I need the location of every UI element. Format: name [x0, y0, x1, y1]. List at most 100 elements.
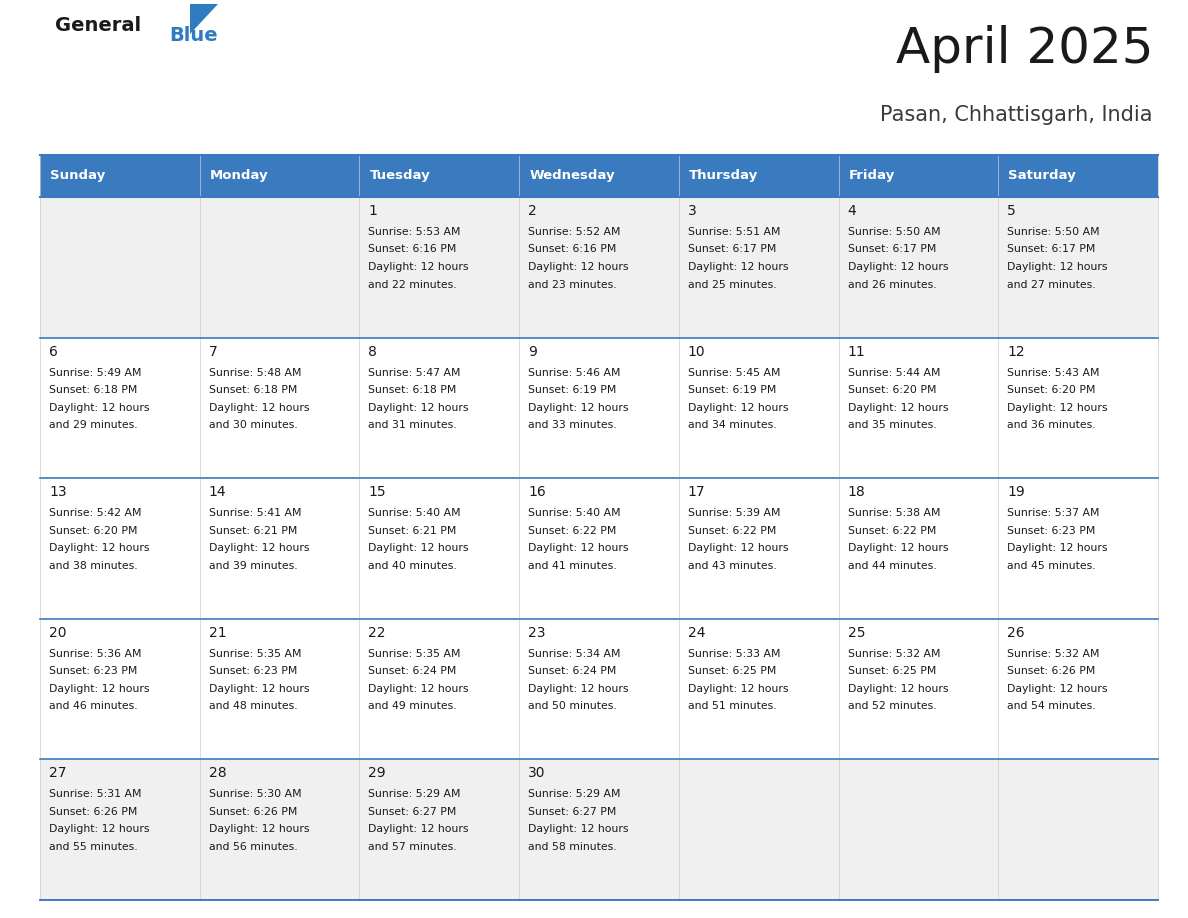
Text: Sunday: Sunday: [50, 170, 106, 183]
Bar: [678, 759, 839, 900]
Text: and 52 minutes.: and 52 minutes.: [847, 701, 936, 711]
Bar: [839, 197, 998, 338]
Text: Sunset: 6:24 PM: Sunset: 6:24 PM: [529, 666, 617, 677]
Text: Daylight: 12 hours: Daylight: 12 hours: [209, 684, 309, 694]
Bar: [998, 478, 1158, 619]
Text: 19: 19: [1007, 486, 1025, 499]
Text: Sunset: 6:18 PM: Sunset: 6:18 PM: [368, 385, 457, 395]
Text: 15: 15: [368, 486, 386, 499]
Text: Daylight: 12 hours: Daylight: 12 hours: [529, 543, 628, 554]
Text: and 23 minutes.: and 23 minutes.: [529, 279, 617, 289]
Text: April 2025: April 2025: [896, 25, 1154, 73]
Text: Daylight: 12 hours: Daylight: 12 hours: [1007, 684, 1107, 694]
Text: Sunrise: 5:30 AM: Sunrise: 5:30 AM: [209, 789, 302, 800]
Text: Daylight: 12 hours: Daylight: 12 hours: [688, 684, 789, 694]
Bar: [360, 478, 519, 619]
Bar: [839, 338, 998, 478]
Bar: [360, 619, 519, 759]
Text: Friday: Friday: [848, 170, 895, 183]
Text: Sunrise: 5:52 AM: Sunrise: 5:52 AM: [529, 227, 620, 237]
Text: Daylight: 12 hours: Daylight: 12 hours: [368, 403, 469, 412]
Text: Sunrise: 5:35 AM: Sunrise: 5:35 AM: [209, 649, 302, 659]
Text: and 40 minutes.: and 40 minutes.: [368, 561, 457, 571]
Text: Daylight: 12 hours: Daylight: 12 hours: [49, 403, 150, 412]
Text: Sunrise: 5:41 AM: Sunrise: 5:41 AM: [209, 509, 302, 518]
Text: Sunrise: 5:49 AM: Sunrise: 5:49 AM: [49, 367, 141, 377]
Text: General: General: [55, 16, 141, 35]
Text: Sunset: 6:26 PM: Sunset: 6:26 PM: [49, 807, 138, 817]
Text: Sunset: 6:27 PM: Sunset: 6:27 PM: [368, 807, 457, 817]
Text: Sunset: 6:22 PM: Sunset: 6:22 PM: [529, 526, 617, 536]
Text: 14: 14: [209, 486, 227, 499]
Text: and 45 minutes.: and 45 minutes.: [1007, 561, 1095, 571]
Bar: [678, 155, 839, 197]
Text: 22: 22: [368, 626, 386, 640]
Text: 20: 20: [49, 626, 67, 640]
Text: Daylight: 12 hours: Daylight: 12 hours: [688, 543, 789, 554]
Text: 27: 27: [49, 767, 67, 780]
Text: 1: 1: [368, 204, 378, 218]
Text: 29: 29: [368, 767, 386, 780]
Bar: [998, 619, 1158, 759]
Text: Sunset: 6:27 PM: Sunset: 6:27 PM: [529, 807, 617, 817]
Text: Daylight: 12 hours: Daylight: 12 hours: [847, 403, 948, 412]
Text: 8: 8: [368, 344, 378, 359]
Text: and 39 minutes.: and 39 minutes.: [209, 561, 297, 571]
Text: Sunset: 6:19 PM: Sunset: 6:19 PM: [688, 385, 776, 395]
Text: Daylight: 12 hours: Daylight: 12 hours: [1007, 262, 1107, 272]
Text: Sunrise: 5:36 AM: Sunrise: 5:36 AM: [49, 649, 141, 659]
Bar: [839, 619, 998, 759]
Text: 25: 25: [847, 626, 865, 640]
Text: Daylight: 12 hours: Daylight: 12 hours: [529, 403, 628, 412]
Text: Daylight: 12 hours: Daylight: 12 hours: [847, 262, 948, 272]
Text: Thursday: Thursday: [689, 170, 758, 183]
Text: Daylight: 12 hours: Daylight: 12 hours: [49, 824, 150, 834]
Text: Daylight: 12 hours: Daylight: 12 hours: [368, 824, 469, 834]
Text: Daylight: 12 hours: Daylight: 12 hours: [49, 543, 150, 554]
Text: and 46 minutes.: and 46 minutes.: [49, 701, 138, 711]
Bar: [998, 759, 1158, 900]
Text: Sunrise: 5:51 AM: Sunrise: 5:51 AM: [688, 227, 781, 237]
Bar: [678, 619, 839, 759]
Text: Sunrise: 5:42 AM: Sunrise: 5:42 AM: [49, 509, 141, 518]
Text: Daylight: 12 hours: Daylight: 12 hours: [529, 824, 628, 834]
Bar: [998, 197, 1158, 338]
Text: Sunrise: 5:40 AM: Sunrise: 5:40 AM: [368, 509, 461, 518]
Text: Sunrise: 5:33 AM: Sunrise: 5:33 AM: [688, 649, 781, 659]
Text: Sunset: 6:22 PM: Sunset: 6:22 PM: [847, 526, 936, 536]
Bar: [200, 197, 360, 338]
Text: 23: 23: [529, 626, 545, 640]
Text: 30: 30: [529, 767, 545, 780]
Text: and 48 minutes.: and 48 minutes.: [209, 701, 297, 711]
Bar: [200, 155, 360, 197]
Text: Sunrise: 5:29 AM: Sunrise: 5:29 AM: [368, 789, 461, 800]
Text: 3: 3: [688, 204, 696, 218]
Text: Wednesday: Wednesday: [529, 170, 614, 183]
Text: Sunset: 6:18 PM: Sunset: 6:18 PM: [209, 385, 297, 395]
Text: 13: 13: [49, 486, 67, 499]
Text: Sunrise: 5:53 AM: Sunrise: 5:53 AM: [368, 227, 461, 237]
Text: Sunrise: 5:43 AM: Sunrise: 5:43 AM: [1007, 367, 1100, 377]
Text: Sunset: 6:20 PM: Sunset: 6:20 PM: [1007, 385, 1095, 395]
Text: and 22 minutes.: and 22 minutes.: [368, 279, 457, 289]
Text: Daylight: 12 hours: Daylight: 12 hours: [368, 543, 469, 554]
Text: Sunset: 6:23 PM: Sunset: 6:23 PM: [1007, 526, 1095, 536]
Text: 12: 12: [1007, 344, 1025, 359]
Text: Sunrise: 5:44 AM: Sunrise: 5:44 AM: [847, 367, 940, 377]
Bar: [360, 155, 519, 197]
Text: Sunset: 6:19 PM: Sunset: 6:19 PM: [529, 385, 617, 395]
Bar: [519, 338, 678, 478]
Polygon shape: [190, 4, 219, 34]
Bar: [998, 155, 1158, 197]
Text: and 31 minutes.: and 31 minutes.: [368, 420, 457, 431]
Bar: [40, 338, 200, 478]
Text: and 58 minutes.: and 58 minutes.: [529, 842, 617, 852]
Text: Sunrise: 5:47 AM: Sunrise: 5:47 AM: [368, 367, 461, 377]
Text: and 41 minutes.: and 41 minutes.: [529, 561, 617, 571]
Text: 11: 11: [847, 344, 865, 359]
Text: Sunrise: 5:39 AM: Sunrise: 5:39 AM: [688, 509, 781, 518]
Bar: [839, 155, 998, 197]
Text: Sunset: 6:25 PM: Sunset: 6:25 PM: [847, 666, 936, 677]
Text: Daylight: 12 hours: Daylight: 12 hours: [368, 684, 469, 694]
Text: Sunrise: 5:45 AM: Sunrise: 5:45 AM: [688, 367, 781, 377]
